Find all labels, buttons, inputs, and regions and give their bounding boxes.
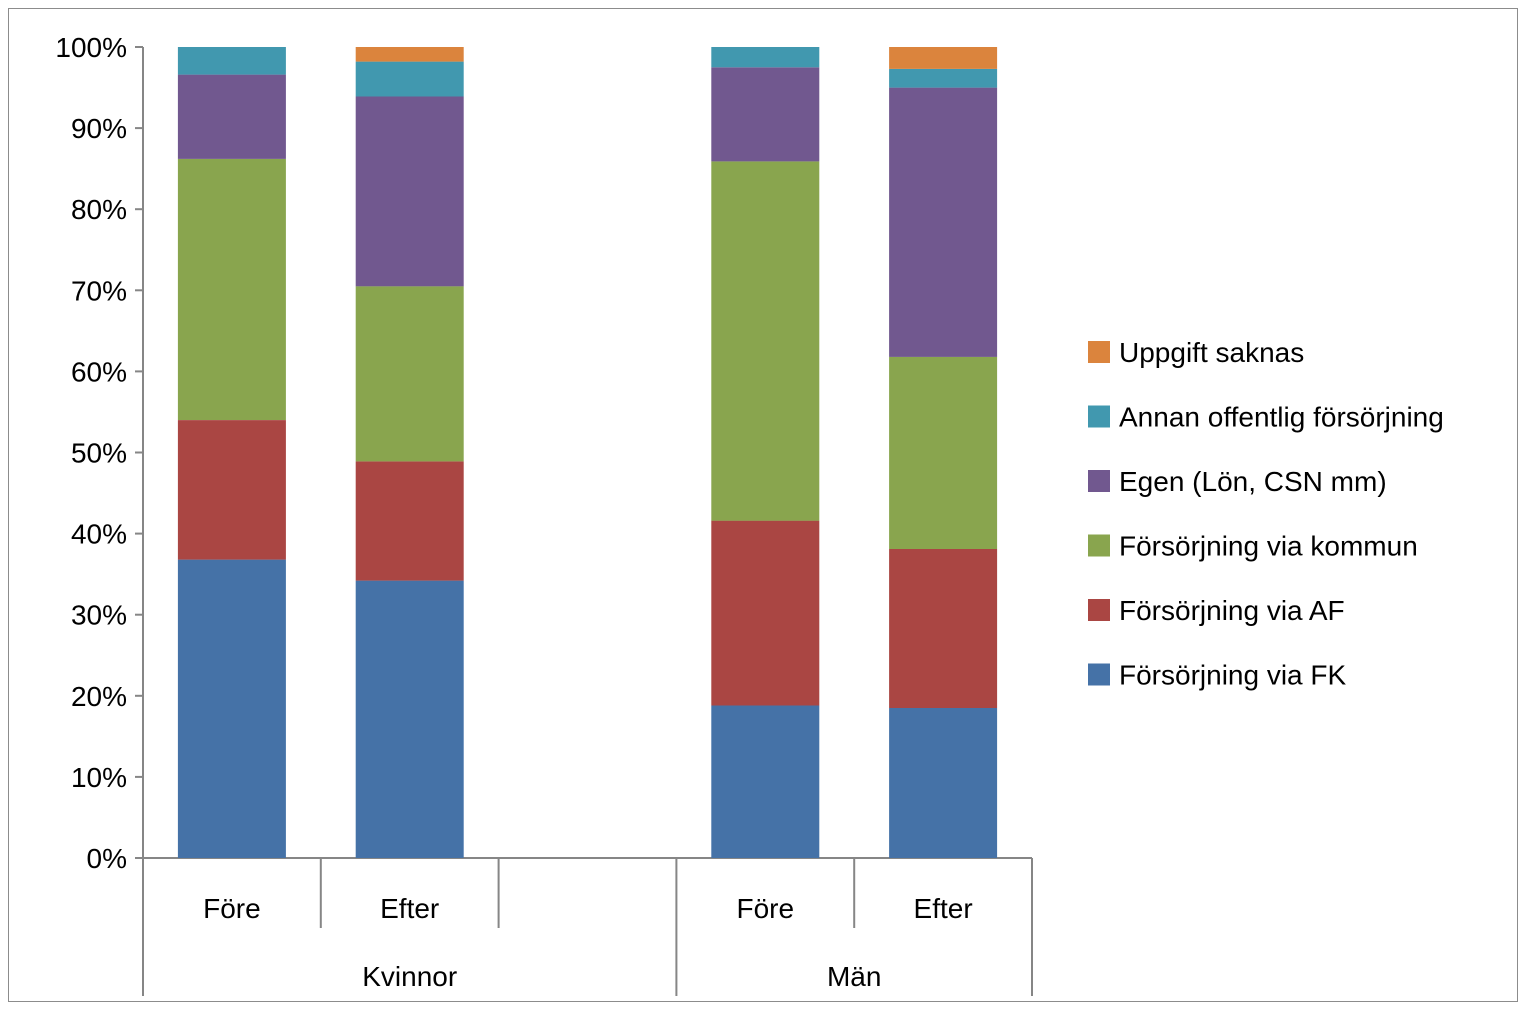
y-tick-label: 30% — [71, 600, 127, 631]
bar-segment-Efter-1-series-1 — [355, 461, 464, 581]
bar-segment-Före-3-series-1 — [711, 520, 820, 706]
y-tick-label: 10% — [71, 762, 127, 793]
bar-segment-Före-0-series-4 — [177, 47, 286, 75]
category-label: Efter — [914, 893, 973, 924]
bar-segment-Efter-1-series-3 — [355, 96, 464, 287]
category-label: Före — [737, 893, 795, 924]
legend-label: Försörjning via kommun — [1119, 531, 1418, 562]
bar-segment-Före-0-series-2 — [177, 158, 286, 420]
legend-swatch — [1088, 663, 1110, 686]
y-tick-label: 20% — [71, 681, 127, 712]
y-tick-label: 0% — [87, 843, 127, 874]
y-tick-label: 70% — [71, 275, 127, 306]
bars-layer — [177, 47, 998, 858]
y-tick-label: 60% — [71, 356, 127, 387]
bar-segment-Efter-1-series-0 — [355, 580, 464, 858]
y-tick-label: 40% — [71, 519, 127, 550]
y-tick-label: 100% — [55, 32, 127, 63]
bar-segment-Före-3-series-2 — [711, 161, 820, 521]
category-label: Efter — [380, 893, 439, 924]
bar-segment-Efter-4-series-4 — [889, 68, 998, 88]
y-tick-label: 80% — [71, 194, 127, 225]
y-tick-label: 90% — [71, 113, 127, 144]
bar-segment-Före-0-series-0 — [177, 559, 286, 858]
bar-segment-Efter-4-series-5 — [889, 47, 998, 69]
bar-segment-Efter-4-series-1 — [889, 549, 998, 708]
legend-label: Försörjning via FK — [1119, 660, 1347, 691]
bar-segment-Efter-4-series-3 — [889, 87, 998, 357]
category-label: Före — [203, 893, 261, 924]
x-category-labels: Före Efter Före Efter Kvinnor Män — [203, 893, 973, 992]
y-tick-label: 50% — [71, 438, 127, 469]
legend-label: Uppgift saknas — [1119, 337, 1304, 368]
bar-segment-Efter-4-series-2 — [889, 356, 998, 549]
bar-segment-Efter-4-series-0 — [889, 708, 998, 858]
legend-label: Annan offentlig försörjning — [1119, 402, 1444, 433]
group-label: Kvinnor — [362, 961, 457, 992]
bar-segment-Före-0-series-3 — [177, 74, 286, 159]
bar-segment-Före-3-series-0 — [711, 705, 820, 858]
bar-segment-Efter-1-series-5 — [355, 47, 464, 62]
bar-segment-Före-0-series-1 — [177, 420, 286, 560]
legend-swatch — [1088, 534, 1110, 557]
legend-label: Egen (Lön, CSN mm) — [1119, 466, 1387, 497]
group-label: Män — [827, 961, 881, 992]
legend: Uppgift saknas Annan offentlig försörjnin… — [1088, 337, 1444, 691]
bar-segment-Efter-1-series-2 — [355, 286, 464, 462]
bar-segment-Före-3-series-4 — [711, 47, 820, 68]
bar-segment-Efter-1-series-4 — [355, 61, 464, 97]
legend-swatch — [1088, 599, 1110, 621]
legend-swatch — [1088, 405, 1110, 428]
legend-label: Försörjning via AF — [1119, 595, 1345, 626]
legend-swatch — [1088, 470, 1110, 492]
legend-swatch — [1088, 341, 1110, 363]
y-tick-labels: 0% 10% 20% 30% 40% 50% 60% 70% 80% 90% 100% — [55, 32, 127, 874]
bar-segment-Före-3-series-3 — [711, 67, 820, 162]
axes-layer — [135, 46, 1033, 996]
